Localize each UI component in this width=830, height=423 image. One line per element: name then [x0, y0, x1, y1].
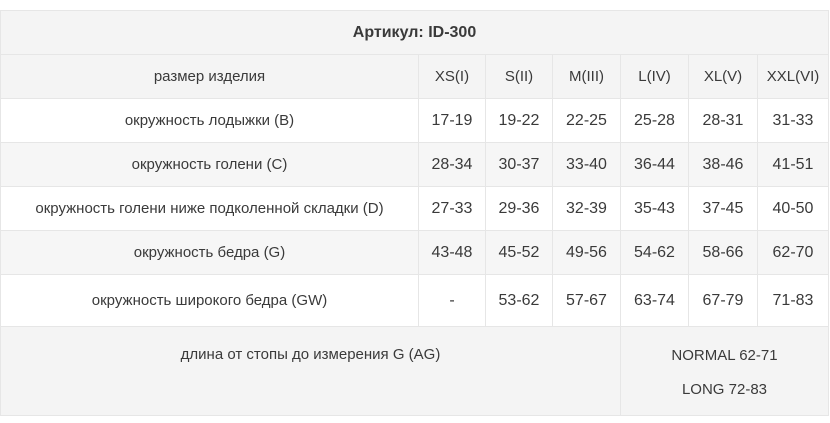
header-size-xs: XS(I)	[418, 54, 486, 99]
header-size-xxl: XXL(VI)	[757, 54, 829, 99]
header-size-m: M(III)	[552, 54, 621, 99]
cell-value: 62-70	[757, 230, 829, 275]
cell-value: 31-33	[757, 98, 829, 143]
footer-normal-range: NORMAL 62-71	[671, 347, 778, 364]
header-row: размер изделия XS(I) S(II) M(III) L(IV) …	[0, 54, 829, 99]
cell-value: 36-44	[620, 142, 689, 187]
table-row-calf: окружность голени (C) 28-34 30-37 33-40 …	[0, 142, 829, 187]
footer-row: длина от стопы до измерения G (AG) NORMA…	[0, 326, 829, 416]
cell-value: 71-83	[757, 274, 829, 327]
cell-value: 25-28	[620, 98, 689, 143]
cell-value: 37-45	[688, 186, 758, 231]
cell-value: -	[418, 274, 486, 327]
cell-value: 35-43	[620, 186, 689, 231]
cell-value: 43-48	[418, 230, 486, 275]
cell-value: 38-46	[688, 142, 758, 187]
table-row-ankle: окружность лодыжки (B) 17-19 19-22 22-25…	[0, 98, 829, 143]
cell-value: 45-52	[485, 230, 553, 275]
header-size-s: S(II)	[485, 54, 553, 99]
cell-value: 17-19	[418, 98, 486, 143]
cell-value: 57-67	[552, 274, 621, 327]
footer-label: длина от стопы до измерения G (AG)	[0, 326, 621, 416]
row-label: окружность голени (C)	[0, 142, 419, 187]
row-label: окружность голени ниже подколенной склад…	[0, 186, 419, 231]
header-size-l: L(IV)	[620, 54, 689, 99]
cell-value: 33-40	[552, 142, 621, 187]
cell-value: 27-33	[418, 186, 486, 231]
cell-value: 32-39	[552, 186, 621, 231]
cell-value: 41-51	[757, 142, 829, 187]
article-title: Артикул: ID-300	[0, 10, 829, 55]
cell-value: 67-79	[688, 274, 758, 327]
cell-value: 54-62	[620, 230, 689, 275]
row-label: окружность лодыжки (B)	[0, 98, 419, 143]
cell-value: 28-34	[418, 142, 486, 187]
cell-value: 30-37	[485, 142, 553, 187]
table-row-wide-thigh: окружность широкого бедра (GW) - 53-62 5…	[0, 274, 829, 327]
cell-value: 49-56	[552, 230, 621, 275]
header-label: размер изделия	[0, 54, 419, 99]
header-size-xl: XL(V)	[688, 54, 758, 99]
footer-long-range: LONG 72-83	[681, 381, 768, 398]
cell-value: 40-50	[757, 186, 829, 231]
cell-value: 19-22	[485, 98, 553, 143]
size-table: Артикул: ID-300 размер изделия XS(I) S(I…	[0, 10, 829, 416]
cell-value: 22-25	[552, 98, 621, 143]
title-row: Артикул: ID-300	[0, 10, 829, 55]
row-label: окружность широкого бедра (GW)	[0, 274, 419, 327]
cell-value: 29-36	[485, 186, 553, 231]
row-label: окружность бедра (G)	[0, 230, 419, 275]
cell-value: 28-31	[688, 98, 758, 143]
cell-value: 58-66	[688, 230, 758, 275]
table-row-thigh: окружность бедра (G) 43-48 45-52 49-56 5…	[0, 230, 829, 275]
table-row-below-knee: окружность голени ниже подколенной склад…	[0, 186, 829, 231]
cell-value: 53-62	[485, 274, 553, 327]
cell-value: 63-74	[620, 274, 689, 327]
footer-length-values: NORMAL 62-71 LONG 72-83	[620, 326, 829, 416]
